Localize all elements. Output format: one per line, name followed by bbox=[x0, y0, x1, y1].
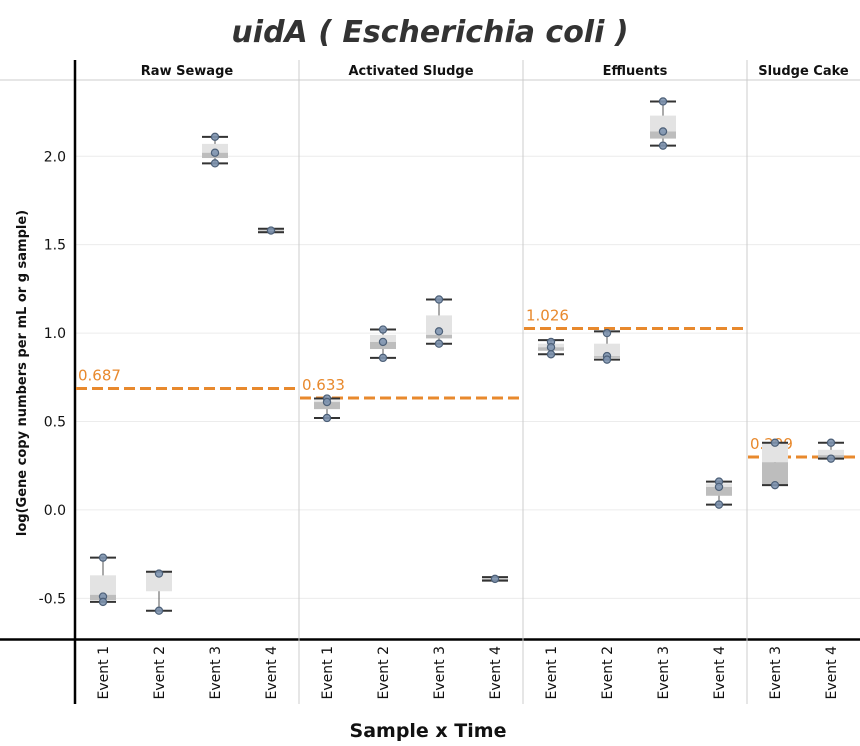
data-point bbox=[154, 606, 164, 615]
box-lower bbox=[706, 486, 732, 496]
chart-title-open-paren: ( bbox=[318, 15, 333, 50]
data-point bbox=[322, 397, 332, 407]
data-point bbox=[434, 295, 444, 304]
x-tick-label: Event 3 bbox=[432, 646, 448, 699]
x-tick-label: Event 3 bbox=[656, 646, 672, 699]
box-upper bbox=[202, 143, 228, 153]
box-upper bbox=[762, 442, 788, 463]
x-tick-label: Event 4 bbox=[264, 646, 280, 700]
tick-and-panel-labels: -0.5 0.0 0.5 1.0 1.5 2.0 Raw Sewage Event 1 Even… bbox=[39, 64, 849, 699]
data-point bbox=[658, 127, 668, 136]
box-upper bbox=[650, 115, 676, 132]
data-points bbox=[98, 97, 836, 615]
y-tick-label: 1.5 bbox=[44, 238, 66, 254]
x-tick-label: Event 1 bbox=[96, 646, 112, 699]
box-upper bbox=[146, 571, 172, 592]
x-tick-label: Event 2 bbox=[376, 646, 392, 699]
data-point bbox=[98, 553, 108, 562]
reference-value-label: 0.633 bbox=[302, 376, 345, 394]
data-point bbox=[546, 350, 556, 359]
y-tick-label: -0.5 bbox=[39, 591, 66, 607]
x-tick-label: Event 2 bbox=[152, 646, 168, 699]
panel-label: Sludge Cake bbox=[758, 64, 849, 79]
data-point bbox=[602, 328, 612, 338]
data-point bbox=[434, 339, 444, 348]
data-point bbox=[546, 343, 556, 352]
chart-title: uidA ( Escherichia coli ) bbox=[231, 15, 628, 50]
panel-label: Raw Sewage bbox=[141, 64, 234, 79]
chart-title-gene: uidA bbox=[231, 15, 307, 50]
x-tick-label: Event 4 bbox=[712, 646, 728, 700]
box-upper bbox=[818, 449, 844, 456]
data-point bbox=[826, 438, 836, 447]
x-tick-label: Event 1 bbox=[544, 646, 560, 699]
x-tick-label: Event 3 bbox=[768, 646, 784, 699]
reference-value-label: 0.687 bbox=[78, 366, 121, 384]
x-tick-label: Event 1 bbox=[320, 646, 336, 699]
data-point bbox=[378, 325, 388, 334]
data-point bbox=[210, 159, 220, 168]
data-point bbox=[770, 438, 780, 447]
data-point bbox=[266, 226, 276, 235]
box-lower bbox=[426, 334, 452, 339]
y-tick-label: 0.5 bbox=[44, 415, 66, 431]
x-tick-label: Event 3 bbox=[208, 646, 224, 699]
data-point bbox=[490, 574, 500, 584]
data-point bbox=[210, 132, 220, 142]
data-point bbox=[378, 353, 388, 363]
panel-frame bbox=[0, 60, 860, 704]
y-tick-label: 0.0 bbox=[44, 503, 66, 519]
box-upper bbox=[594, 343, 620, 357]
data-point bbox=[714, 500, 724, 509]
data-point bbox=[210, 148, 220, 157]
y-axis-label: log(Gene copy numbers per mL or g sample… bbox=[15, 210, 30, 536]
box-upper bbox=[90, 575, 116, 595]
data-point bbox=[98, 597, 108, 607]
x-axis-label: Sample x Time bbox=[350, 720, 507, 742]
x-tick-label: Event 2 bbox=[600, 646, 616, 699]
y-tick-label: 2.0 bbox=[44, 149, 66, 165]
data-point bbox=[770, 480, 780, 490]
reference-value-label: 1.026 bbox=[526, 306, 569, 324]
data-point bbox=[322, 413, 332, 423]
boxplots bbox=[90, 100, 844, 612]
data-point bbox=[602, 355, 612, 364]
gridlines bbox=[75, 155, 860, 599]
data-point bbox=[154, 569, 164, 578]
data-point bbox=[378, 337, 388, 347]
data-point bbox=[658, 141, 668, 150]
data-point bbox=[434, 327, 444, 336]
y-tick-label: 1.0 bbox=[44, 326, 66, 342]
chart-title-close-paren: ) bbox=[614, 15, 629, 50]
x-tick-label: Event 4 bbox=[488, 646, 504, 700]
panel-label: Effluents bbox=[603, 64, 668, 79]
data-point bbox=[658, 97, 668, 106]
panel-label: Activated Sludge bbox=[348, 64, 473, 79]
data-point bbox=[714, 482, 724, 492]
data-point bbox=[826, 454, 836, 463]
box-lower bbox=[762, 462, 788, 486]
chart-title-species: Escherichia coli bbox=[342, 15, 605, 50]
x-tick-label: Event 4 bbox=[824, 646, 840, 700]
box-upper bbox=[426, 315, 452, 335]
